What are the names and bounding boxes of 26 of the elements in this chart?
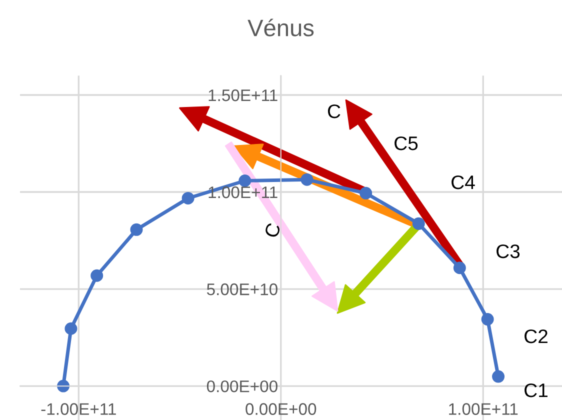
annotation: C [328, 104, 340, 118]
y-tick-label: 1.00E+11 [208, 186, 278, 198]
y-tick-label: 1.50E+11 [208, 89, 278, 102]
point [412, 217, 425, 230]
point [64, 322, 78, 335]
annotation: C4 [452, 175, 475, 190]
x-tick-label: -1.00E+11 [41, 403, 116, 415]
annotation: C2 [524, 329, 548, 344]
point [453, 262, 466, 274]
y-tick-label: 0.00E+00 [206, 380, 278, 392]
point [130, 223, 143, 236]
x-tick-label: 0.00E+00 [246, 403, 316, 415]
point [57, 380, 70, 392]
y-tick-label: 5.00E+10 [206, 283, 278, 296]
annotation: C5 [394, 136, 418, 150]
point [492, 370, 505, 383]
point [182, 192, 194, 204]
chart-title: Vénus [248, 18, 314, 36]
x-tick-label: 1.00E+11 [449, 403, 518, 415]
annotation: C1 [524, 383, 548, 398]
point [481, 313, 494, 326]
annotation: C [264, 222, 282, 238]
point [90, 269, 104, 282]
annotation: C3 [496, 244, 520, 258]
point [300, 173, 314, 186]
point [360, 186, 372, 200]
